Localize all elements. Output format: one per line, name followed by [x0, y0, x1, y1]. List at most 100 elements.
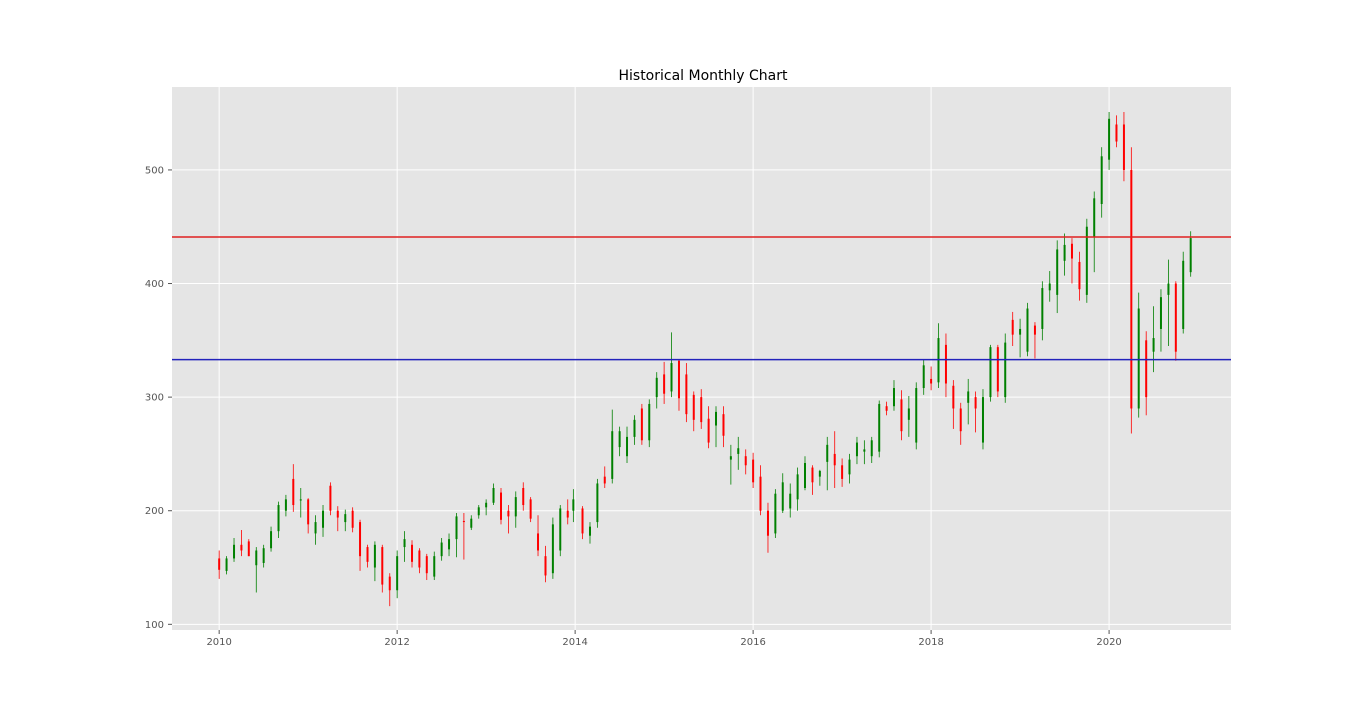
- candle-body: [922, 365, 925, 389]
- candle-body: [863, 449, 866, 452]
- candle-body: [1159, 297, 1162, 329]
- candle-body: [366, 547, 369, 562]
- candle-body: [522, 488, 525, 506]
- candle-body: [1070, 243, 1073, 259]
- candle-body: [700, 397, 703, 423]
- candle-body: [878, 403, 881, 452]
- candle-body: [322, 510, 325, 528]
- candle-body: [566, 510, 569, 518]
- candle-body: [692, 394, 695, 420]
- candle-body: [403, 539, 406, 548]
- candle-body: [388, 576, 391, 591]
- x-tick-label: 2018: [918, 637, 943, 648]
- candle-body: [507, 510, 510, 517]
- candle-body: [1189, 238, 1192, 273]
- x-tick-label: 2012: [384, 637, 409, 648]
- candle-body: [1137, 308, 1140, 409]
- candle-body: [344, 514, 347, 523]
- candle-body: [329, 485, 332, 511]
- y-tick-label: 300: [145, 393, 164, 404]
- candle-body: [544, 556, 547, 576]
- candle-body: [448, 539, 451, 550]
- candle-body: [492, 488, 495, 503]
- candle-body: [500, 492, 503, 520]
- candle-body: [907, 408, 910, 420]
- candle-body: [1122, 124, 1125, 170]
- y-tick-label: 200: [145, 506, 164, 517]
- candle-body: [262, 548, 265, 563]
- candle-body: [811, 467, 814, 483]
- candle-body: [633, 419, 636, 437]
- candle-body: [247, 541, 250, 557]
- candle-body: [655, 377, 658, 398]
- candle-body: [648, 403, 651, 441]
- candle-body: [766, 510, 769, 536]
- candle-body: [930, 378, 933, 384]
- candle-body: [759, 476, 762, 511]
- candle-body: [292, 478, 295, 506]
- candle-body: [1100, 156, 1103, 205]
- candle-body: [996, 347, 999, 392]
- x-tick-label: 2010: [206, 637, 231, 648]
- candle-body: [959, 408, 962, 432]
- candle-body: [744, 456, 747, 466]
- candle-body: [572, 499, 575, 511]
- candle-body: [1019, 328, 1022, 335]
- candle-body: [789, 493, 792, 509]
- candle-body: [1115, 124, 1118, 142]
- candle-body: [900, 399, 903, 432]
- candle-body: [425, 556, 428, 574]
- candle-body: [722, 414, 725, 436]
- plot-area: [172, 87, 1231, 630]
- candle-body: [1085, 226, 1088, 295]
- candle-body: [981, 397, 984, 443]
- candle-body: [707, 418, 710, 443]
- candle-body: [952, 385, 955, 409]
- candle-body: [551, 524, 554, 574]
- candle-body: [967, 391, 970, 403]
- candle-body: [284, 499, 287, 511]
- candle-body: [626, 436, 629, 457]
- candle-body: [989, 347, 992, 398]
- candle-body: [359, 522, 362, 557]
- candle-body: [218, 558, 221, 570]
- candle-body: [336, 510, 339, 518]
- x-tick-label: 2016: [740, 637, 765, 648]
- candle-body: [596, 483, 599, 523]
- candle-body: [944, 344, 947, 384]
- candle-body: [485, 502, 488, 508]
- candle-body: [685, 374, 688, 415]
- candle-body: [1033, 325, 1036, 335]
- candle-body: [670, 363, 673, 392]
- candle-body: [663, 374, 666, 394]
- candle-body: [470, 518, 473, 528]
- candle-body: [803, 463, 806, 489]
- chart-title: Historical Monthly Chart: [618, 68, 788, 84]
- y-axis-ticks: 100 200 300 400 500: [145, 165, 172, 631]
- candle-body: [618, 431, 621, 448]
- candle-body: [277, 505, 280, 532]
- candle-body: [307, 499, 310, 525]
- candle-body: [1145, 340, 1148, 398]
- candle-body: [1078, 261, 1081, 290]
- candle-body: [833, 453, 836, 466]
- candle-body: [892, 388, 895, 407]
- candle-body: [1182, 260, 1185, 329]
- candle-body: [477, 507, 480, 516]
- candle-body: [1108, 118, 1111, 160]
- candle-body: [1011, 319, 1014, 335]
- candle-body: [373, 544, 376, 568]
- candle-body: [433, 556, 436, 577]
- x-axis-ticks: 2010 2012 2014 2016 2018 2020: [206, 630, 1122, 648]
- candle-body: [781, 482, 784, 511]
- candle-body: [240, 544, 243, 551]
- candle-body: [855, 442, 858, 457]
- candle-body: [974, 397, 977, 409]
- candle-body: [225, 558, 228, 571]
- candle-body: [462, 520, 465, 523]
- candles: [218, 111, 1192, 607]
- candle-body: [1026, 308, 1029, 352]
- candle-body: [1041, 288, 1044, 329]
- candle-body: [818, 470, 821, 477]
